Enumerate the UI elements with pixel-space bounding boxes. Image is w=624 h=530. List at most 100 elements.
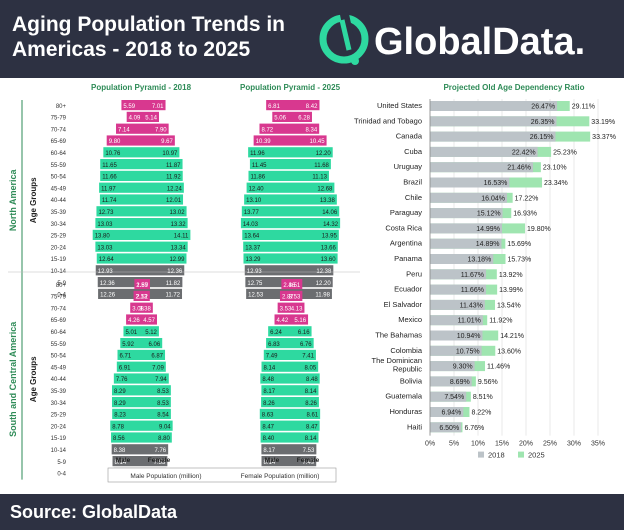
pyramid-bar-female: [141, 147, 180, 158]
bar-2018: [430, 177, 510, 188]
value-label-2018: 14.89%: [476, 241, 500, 248]
pyramid-value-male: 12.53: [248, 293, 264, 299]
pyramid-bar-female: [141, 432, 172, 443]
legend-label-2025: 2025: [528, 451, 545, 460]
pyramid-bar-male: [242, 229, 290, 240]
value-label-2025: 16.93%: [513, 211, 537, 218]
pyramid-bar-male: [117, 349, 141, 360]
pyramid-value-female: 8.05: [304, 365, 316, 371]
pyramid-bar-male: [240, 218, 290, 229]
pyramid-xlabel-female: Female: [297, 457, 320, 464]
pyramid-bar-male: [260, 432, 290, 443]
pyramid-bar-female: [290, 229, 339, 240]
value-label-2025: 6.76%: [464, 425, 484, 432]
pyramid-value-male: 4.26: [128, 318, 140, 324]
pyramid-bar-male: [111, 444, 141, 455]
pyramid-bar-female: [141, 111, 159, 122]
pyramid-bar-male: [121, 100, 141, 111]
x-tick-label: 30%: [567, 441, 581, 448]
pyramid-bar-female: [290, 385, 319, 396]
pyramid-value-female: 14.06: [322, 210, 338, 216]
pyramid-value-female: 10.45: [310, 139, 326, 145]
pyramid-value-male: 9.80: [109, 139, 121, 145]
pyramid-bar-male: [97, 277, 141, 288]
pyramid-value-female: 6.28: [298, 116, 310, 122]
pyramid-value-male: 7.49: [266, 354, 278, 360]
value-label-2025: 15.73%: [508, 257, 532, 264]
pyramid-bar-female: [141, 420, 173, 431]
pyramid-bar-male: [248, 170, 290, 181]
pyramid-bar-female: [290, 218, 341, 229]
pyramid-bar-female: [290, 147, 333, 158]
country-label: El Salvador: [384, 300, 423, 309]
pyramid-value-male: 6.83: [268, 342, 280, 348]
country-label: Canada: [396, 132, 423, 141]
pyramid-bar-female: [290, 159, 331, 170]
value-label-2018: 13.18%: [468, 257, 492, 264]
pyramid-bar-male: [261, 444, 290, 455]
value-label-2025: 13.99%: [499, 287, 523, 294]
axis-label: Age Groups: [29, 356, 38, 402]
legend-swatch-2018: [478, 451, 484, 458]
age-group-label: 35-39: [51, 210, 67, 216]
pyramid-value-male: 6.91: [119, 365, 131, 371]
pyramid-value-female: 14.32: [323, 222, 339, 228]
pyramid-value-male: 8.17: [263, 389, 275, 395]
pyramid-bar-male: [100, 170, 141, 181]
pyramid-value-female: 4.13: [291, 306, 303, 312]
value-label-2018: 8.69%: [450, 379, 470, 386]
age-group-label: 55-59: [51, 163, 67, 169]
pyramid-value-male: 8.14: [264, 460, 276, 466]
pyramid-value-female: 3.51: [289, 283, 301, 289]
pyramid-value-female: 8.61: [306, 413, 318, 419]
age-group-label: 60-64: [51, 151, 67, 157]
pyramid-bar-male: [259, 123, 290, 134]
age-group-label: 20-24: [51, 245, 67, 251]
pyramid-value-female: 7.53: [303, 448, 315, 454]
pyramid-bar-male: [244, 194, 290, 205]
title-line-1: Aging Population Trends in: [12, 13, 285, 36]
pyramid-bar-male: [96, 206, 141, 217]
pyramid-bar-female: [141, 265, 185, 276]
pyramid-value-male: 14.03: [243, 222, 259, 228]
pyramid-bar-female: [290, 349, 316, 360]
pyramid-bar-male: [111, 397, 141, 408]
x-tick-label: 25%: [543, 441, 557, 448]
pyramid-value-female: 8.34: [306, 127, 318, 133]
country-label: Brazil: [403, 178, 422, 187]
bar-2018: [430, 407, 464, 417]
country-label: Ecuador: [394, 285, 422, 294]
pyramid-bar-male: [261, 456, 290, 467]
pyramid-value-male: 8.17: [263, 448, 275, 454]
pyramid-value-male: 13.37: [245, 245, 261, 251]
pyramid-bar-male: [106, 135, 141, 146]
age-group-label: 40-44: [51, 198, 67, 204]
bar-2018: [430, 254, 494, 264]
age-group-label: 20-24: [51, 424, 67, 430]
pyramid-bar-male: [246, 288, 290, 299]
age-group-label: 15-19: [51, 257, 67, 263]
pyramid-value-female: 11.13: [312, 175, 327, 181]
pyramid-value-female: 13.34: [171, 245, 187, 251]
pyramid-bar-male: [260, 373, 290, 384]
pyramid-value-male: 8.78: [112, 424, 124, 430]
pyramid-value-female: 10.97: [162, 151, 178, 157]
pyramid-bar-female: [141, 253, 187, 264]
age-group-label: 5-9: [57, 460, 66, 466]
country-label: Trinidad and Tobago: [354, 116, 422, 125]
pyramid-bar-female: [141, 397, 171, 408]
pyramid-bar-male: [261, 361, 290, 372]
value-label-2018: 10.75%: [456, 348, 480, 355]
pyramid-bar-male: [266, 338, 290, 349]
x-tick-label: 35%: [591, 441, 605, 448]
pyramid-value-male: 8.26: [263, 401, 275, 407]
pyramid-value-female: 12.20: [316, 281, 332, 287]
pyramid-bar-male: [100, 159, 141, 170]
age-group-label: 65-69: [51, 139, 67, 145]
legend-label-2018: 2018: [488, 451, 505, 460]
value-label-2025: 17.22%: [515, 195, 539, 202]
pyramid-value-female: 5.14: [145, 116, 157, 122]
pyramid-value-male: 7.14: [118, 127, 130, 133]
bar-2018: [430, 361, 475, 372]
pyramid-bar-male: [266, 100, 290, 111]
